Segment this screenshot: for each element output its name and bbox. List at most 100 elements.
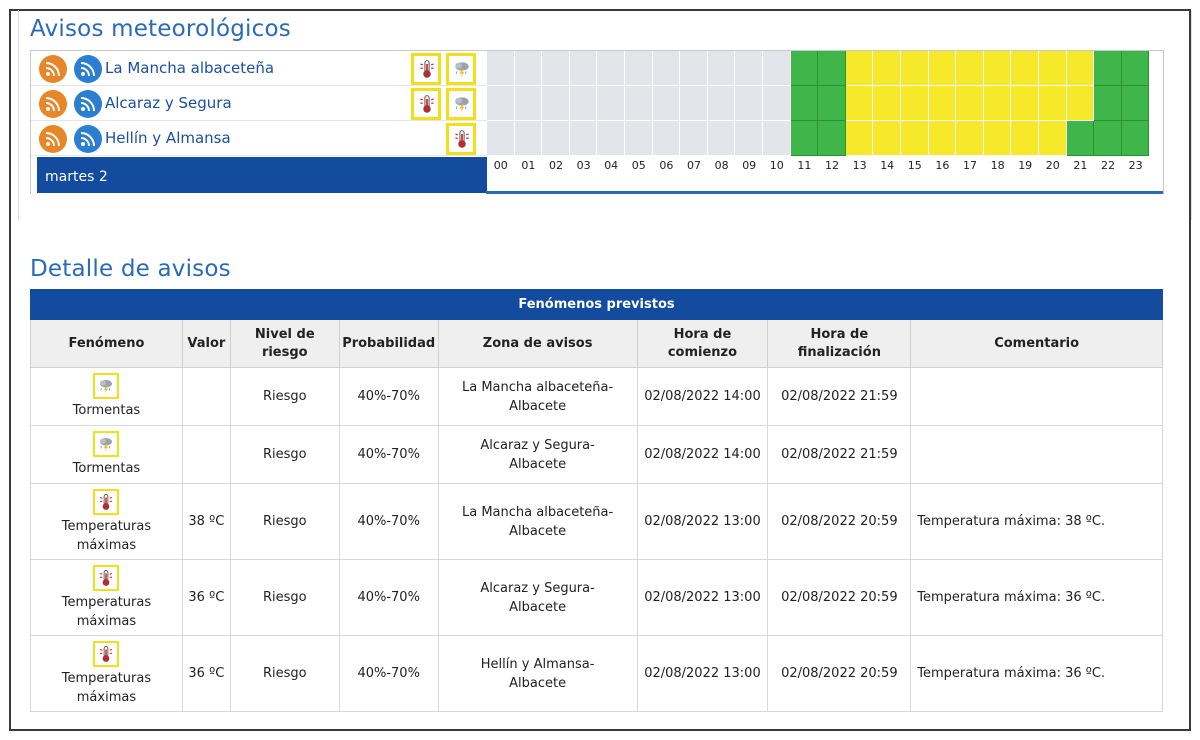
column-header[interactable]: Hora de finalización — [767, 319, 912, 368]
hour-label: 00 — [493, 159, 508, 172]
thunderstorm-icon — [93, 373, 120, 399]
hour-cell — [597, 51, 625, 86]
hour-cell — [901, 121, 929, 156]
thermometer-icon — [93, 488, 120, 515]
zone-label: Hellín y Almansa-Albacete — [480, 656, 595, 691]
hour-cell — [707, 51, 736, 86]
comment-cell — [910, 425, 1163, 484]
hour-label: 03 — [576, 159, 591, 172]
hour-cell — [1066, 86, 1095, 121]
value-cell: 38 ºC — [181, 483, 231, 560]
rss-icon[interactable] — [39, 90, 67, 118]
hour-cell — [873, 51, 901, 86]
zone-row: Alcaraz y Segura — [31, 86, 487, 121]
phenomenon-cell: Temperaturas máximas — [30, 635, 183, 712]
detail-table: Fenómenos previstos Fenómeno Valor Nivel d… — [30, 289, 1163, 712]
column-header[interactable]: Hora de comienzo — [636, 319, 769, 368]
value-cell: 36 ºC — [181, 559, 231, 636]
rss-feed-icon[interactable] — [74, 90, 102, 118]
hour-cell — [1039, 51, 1067, 86]
hour-label: 23 — [1128, 159, 1143, 172]
thunderstorm-icon[interactable] — [446, 88, 476, 120]
end-time-cell: 02/08/2022 20:59 — [767, 635, 912, 712]
start-time-cell: 02/08/2022 13:00 — [636, 483, 769, 560]
hour-cell — [514, 86, 543, 121]
content-edge-left — [18, 10, 19, 220]
rss-icon[interactable] — [39, 55, 67, 83]
hour-label: 06 — [659, 159, 674, 172]
hour-cell — [735, 51, 763, 86]
hour-cell — [983, 51, 1012, 86]
hour-cell — [680, 51, 708, 86]
hour-cell — [818, 51, 846, 86]
zone-link[interactable]: Hellín y Almansa — [105, 129, 231, 147]
hour-cell — [983, 86, 1012, 121]
risk-level-cell: Riesgo — [229, 483, 340, 560]
hour-cell — [845, 121, 874, 156]
hour-cell — [514, 121, 543, 156]
phenomenon-label: Tormentas — [72, 461, 141, 476]
phenomenon-cell: Tormentas — [30, 425, 183, 484]
hour-cell — [707, 121, 736, 156]
phenomenon-cell: Temperaturas máximas — [30, 559, 183, 636]
hour-cell — [956, 86, 984, 121]
comment-cell: Temperatura máxima: 36 ºC. — [910, 635, 1163, 712]
rss-feed-icon[interactable] — [74, 125, 102, 153]
column-header[interactable]: Probabilidad — [338, 319, 439, 368]
hour-label: 04 — [604, 159, 619, 172]
hour-cell — [1011, 121, 1039, 156]
column-header[interactable]: Fenómeno — [30, 319, 183, 368]
warnings-title: Avisos meteorológicos — [30, 16, 291, 42]
phenomenon-cell: Tormentas — [30, 367, 183, 426]
hour-label: 21 — [1073, 159, 1088, 172]
hour-cell — [487, 86, 515, 121]
hour-cell — [597, 86, 625, 121]
end-time-cell: 02/08/2022 20:59 — [767, 559, 912, 636]
start-time-cell: 02/08/2022 14:00 — [636, 367, 769, 426]
hour-cell — [652, 121, 681, 156]
end-time-cell: 02/08/2022 21:59 — [767, 367, 912, 426]
hour-cell — [928, 86, 957, 121]
hour-cell — [928, 121, 957, 156]
day-band: martes 2 — [37, 157, 487, 193]
hour-cell — [1011, 51, 1039, 86]
hour-cell — [763, 86, 791, 121]
column-header[interactable]: Valor — [181, 319, 231, 368]
zone-link[interactable]: La Mancha albaceteña — [105, 59, 275, 77]
hour-cell — [1094, 121, 1122, 156]
hour-cell — [569, 86, 598, 121]
comment-cell: Temperatura máxima: 36 ºC. — [910, 559, 1163, 636]
hour-label: 17 — [962, 159, 977, 172]
zone-label: Alcaraz y Segura-Albacete — [480, 580, 595, 615]
hour-cell — [790, 121, 819, 156]
hour-label: 22 — [1100, 159, 1115, 172]
column-header[interactable]: Zona de avisos — [437, 319, 638, 368]
hour-cell — [735, 86, 763, 121]
hour-cell — [652, 86, 681, 121]
hour-cell — [597, 121, 625, 156]
column-header[interactable]: Comentario — [910, 319, 1163, 368]
hour-cell — [680, 86, 708, 121]
hour-cell — [680, 121, 708, 156]
hour-cell — [487, 121, 515, 156]
zone-label: Alcaraz y Segura-Albacete — [480, 437, 595, 472]
thermometer-icon[interactable] — [446, 123, 476, 155]
comment-cell: Temperatura máxima: 38 ºC. — [910, 483, 1163, 560]
rss-icon[interactable] — [39, 125, 67, 153]
thermometer-icon[interactable] — [411, 53, 441, 85]
hour-label: 07 — [686, 159, 701, 172]
thermometer-icon[interactable] — [411, 88, 441, 120]
warnings-timeline: martes 2 La Mancha albaceteña Alcaraz y S… — [30, 50, 1164, 194]
detail-title: Detalle de avisos — [30, 256, 231, 282]
risk-level-cell: Riesgo — [229, 367, 340, 426]
hour-cell — [569, 51, 598, 86]
column-header[interactable]: Nivel de riesgo — [229, 319, 340, 368]
rss-feed-icon[interactable] — [74, 55, 102, 83]
table-caption: Fenómenos previstos — [30, 289, 1163, 320]
zone-link[interactable]: Alcaraz y Segura — [105, 94, 232, 112]
table-row: Tormentas Riesgo 40%-70% La Mancha albacete… — [30, 367, 1163, 426]
hour-cell — [1121, 51, 1150, 86]
thunderstorm-icon[interactable] — [446, 53, 476, 85]
hour-label: 16 — [935, 159, 950, 172]
zone-cell: La Mancha albaceteña-Albacete — [437, 367, 638, 426]
